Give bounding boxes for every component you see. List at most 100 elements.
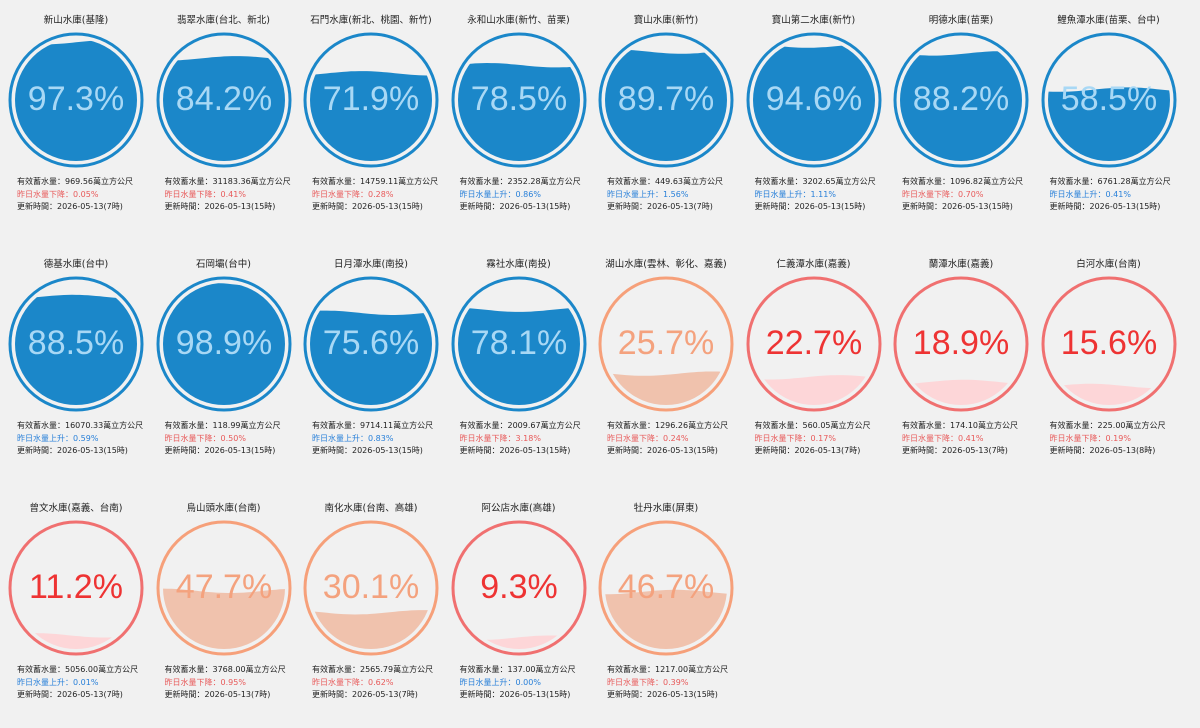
- reservoir-info: 有效蓄水量：449.63萬立方公尺 昨日水量上升：1.56% 更新時間：2026…: [607, 176, 737, 214]
- update-line: 更新時間：2026-05-13(7時): [17, 690, 123, 699]
- reservoir-card-15[interactable]: 白河水庫(台南) 15.6% 有效蓄水量：225.00萬立方公尺 昨日水量下降：…: [1035, 244, 1183, 484]
- percent-label: 98.9%: [175, 324, 271, 362]
- reservoir-card-14[interactable]: 蘭潭水庫(嘉義) 18.9% 有效蓄水量：174.10萬立方公尺 昨日水量下降：…: [887, 244, 1035, 484]
- gauge-ring: [598, 32, 734, 168]
- reservoir-card-16[interactable]: 曾文水庫(嘉義、台南) 11.2% 有效蓄水量：5056.00萬立方公尺 昨日水…: [2, 488, 150, 728]
- reservoir-info: 有效蓄水量：174.10萬立方公尺 昨日水量下降：0.41% 更新時間：2026…: [902, 420, 1032, 458]
- reservoir-name: 寶山第二水庫(新竹): [771, 15, 856, 26]
- percent-label: 11.2%: [29, 568, 123, 606]
- capacity-line: 有效蓄水量：6761.28萬立方公尺: [1049, 177, 1171, 186]
- capacity-line: 有效蓄水量：1217.00萬立方公尺: [607, 665, 729, 674]
- update-line: 更新時間：2026-05-13(15時): [1049, 202, 1161, 211]
- change-line: 昨日水量下降：0.95%: [164, 677, 246, 687]
- water-fill: [310, 71, 432, 161]
- reservoir-info: 有效蓄水量：1217.00萬立方公尺 昨日水量下降：0.39% 更新時間：202…: [607, 664, 737, 702]
- change-line: 昨日水量下降：0.70%: [902, 189, 984, 199]
- reservoir-card-11[interactable]: 霧社水庫(南投) 78.1% 有效蓄水量：2009.67萬立方公尺 昨日水量下降…: [445, 244, 593, 484]
- gauge-ring: [303, 276, 439, 412]
- update-line: 更新時間：2026-05-13(7時): [902, 446, 1008, 455]
- reservoir-info: 有效蓄水量：560.05萬立方公尺 昨日水量下降：0.17% 更新時間：2026…: [755, 420, 885, 458]
- capacity-line: 有效蓄水量：174.10萬立方公尺: [902, 421, 1018, 430]
- reservoir-card-7[interactable]: 鯉魚潭水庫(苗栗、台中) 58.5% 有效蓄水量：6761.28萬立方公尺 昨日…: [1035, 0, 1183, 240]
- percent-label: 18.9%: [913, 324, 1009, 362]
- change-line: 昨日水量下降：0.17%: [754, 433, 836, 443]
- update-line: 更新時間：2026-05-13(7時): [607, 202, 713, 211]
- capacity-line: 有效蓄水量：9714.11萬立方公尺: [312, 421, 434, 430]
- water-level-gauge: 78.5%: [451, 32, 586, 168]
- water-level-gauge: 98.9%: [156, 276, 291, 412]
- water-level-gauge: 89.7%: [598, 32, 734, 168]
- change-line: 昨日水量下降：0.41%: [164, 189, 246, 199]
- reservoir-card-2[interactable]: 石門水庫(新北、桃園、新竹) 71.9% 有效蓄水量：14759.11萬立方公尺…: [297, 0, 445, 240]
- reservoir-card-1[interactable]: 翡翠水庫(台北、新北) 84.2% 有效蓄水量：31183.36萬立方公尺 昨日…: [150, 0, 298, 240]
- reservoir-card-19[interactable]: 阿公店水庫(高雄) 9.3% 有效蓄水量：137.00萬立方公尺 昨日水量上升：…: [445, 488, 593, 728]
- update-line: 更新時間：2026-05-13(15時): [164, 202, 276, 211]
- gauge-ring: [451, 276, 586, 412]
- reservoir-card-18[interactable]: 南化水庫(台南、高雄) 30.1% 有效蓄水量：2565.79萬立方公尺 昨日水…: [297, 488, 445, 728]
- update-line: 更新時間：2026-05-13(15時): [459, 446, 571, 455]
- reservoir-card-13[interactable]: 仁義潭水庫(嘉義) 22.7% 有效蓄水量：560.05萬立方公尺 昨日水量下降…: [740, 244, 888, 484]
- water-fill: [752, 375, 875, 405]
- gauge-ring: [156, 32, 291, 168]
- capacity-line: 有效蓄水量：5056.00萬立方公尺: [17, 665, 139, 674]
- water-fill: [457, 63, 580, 161]
- percent-label: 47.7%: [175, 568, 271, 606]
- change-line: 昨日水量上升：0.86%: [459, 189, 541, 199]
- change-line: 昨日水量下降：0.24%: [607, 433, 689, 443]
- reservoir-info: 有效蓄水量：14759.11萬立方公尺 昨日水量下降：0.28% 更新時間：20…: [312, 176, 442, 214]
- reservoir-name: 蘭潭水庫(嘉義): [928, 259, 994, 270]
- reservoir-card-10[interactable]: 日月潭水庫(南投) 75.6% 有效蓄水量：9714.11萬立方公尺 昨日水量上…: [297, 244, 445, 484]
- reservoir-name: 牡丹水庫(屏東): [633, 503, 699, 514]
- gauge-ring: [451, 32, 586, 168]
- reservoir-info: 有效蓄水量：969.56萬立方公尺 昨日水量下降：0.05% 更新時間：2026…: [17, 176, 147, 214]
- capacity-line: 有效蓄水量：969.56萬立方公尺: [17, 177, 133, 186]
- reservoir-card-12[interactable]: 湖山水庫(雲林、彰化、嘉義) 25.7% 有效蓄水量：1296.26萬立方公尺 …: [592, 244, 740, 484]
- percent-label: 88.5%: [28, 324, 124, 362]
- reservoir-card-4[interactable]: 寶山水庫(新竹) 89.7% 有效蓄水量：449.63萬立方公尺 昨日水量上升：…: [592, 0, 740, 240]
- reservoir-card-20[interactable]: 牡丹水庫(屏東) 46.7% 有效蓄水量：1217.00萬立方公尺 昨日水量下降…: [592, 488, 740, 728]
- water-fill: [15, 294, 137, 405]
- reservoir-info: 有效蓄水量：2009.67萬立方公尺 昨日水量下降：3.18% 更新時間：202…: [460, 420, 590, 458]
- update-line: 更新時間：2026-05-13(7時): [17, 202, 123, 211]
- water-level-gauge: 84.2%: [156, 32, 291, 168]
- gauge-ring: [746, 276, 881, 412]
- reservoir-name: 南化水庫(台南、高雄): [324, 503, 418, 514]
- reservoir-card-9[interactable]: 石岡壩(台中) 98.9% 有效蓄水量：118.99萬立方公尺 昨日水量下降：0…: [150, 244, 298, 484]
- water-fill: [15, 40, 137, 161]
- reservoir-card-5[interactable]: 寶山第二水庫(新竹) 94.6% 有效蓄水量：3202.65萬立方公尺 昨日水量…: [740, 0, 888, 240]
- reservoir-card-6[interactable]: 明德水庫(苗栗) 88.2% 有效蓄水量：1096.82萬立方公尺 昨日水量下降…: [887, 0, 1035, 240]
- reservoir-name: 石門水庫(新北、桃園、新竹): [310, 15, 432, 26]
- reservoir-name: 湖山水庫(雲林、彰化、嘉義): [605, 259, 727, 270]
- percent-label: 25.7%: [618, 324, 714, 362]
- reservoir-name: 霧社水庫(南投): [486, 259, 551, 270]
- change-line: 昨日水量下降：0.62%: [312, 677, 394, 687]
- water-level-gauge: 78.1%: [451, 276, 586, 412]
- change-line: 昨日水量上升：0.00%: [459, 677, 541, 687]
- reservoir-card-3[interactable]: 永和山水庫(新竹、苗栗) 78.5% 有效蓄水量：2352.28萬立方公尺 昨日…: [445, 0, 593, 240]
- reservoir-name: 石岡壩(台中): [196, 259, 251, 270]
- percent-label: 84.2%: [175, 80, 271, 118]
- water-level-gauge: 88.5%: [8, 276, 144, 412]
- reservoir-card-0[interactable]: 新山水庫(基隆) 97.3% 有效蓄水量：969.56萬立方公尺 昨日水量下降：…: [2, 0, 150, 240]
- capacity-line: 有效蓄水量：1096.82萬立方公尺: [902, 177, 1024, 186]
- water-level-gauge: 18.9%: [893, 276, 1029, 412]
- percent-label: 75.6%: [323, 324, 419, 362]
- reservoir-info: 有效蓄水量：2565.79萬立方公尺 昨日水量下降：0.62% 更新時間：202…: [312, 664, 442, 702]
- reservoir-card-8[interactable]: 德基水庫(台中) 88.5% 有效蓄水量：16070.33萬立方公尺 昨日水量上…: [2, 244, 150, 484]
- gauge-ring: [303, 520, 439, 656]
- change-line: 昨日水量上升：1.56%: [607, 189, 689, 199]
- update-line: 更新時間：2026-05-13(15時): [17, 446, 128, 455]
- reservoir-name: 寶山水庫(新竹): [633, 15, 699, 26]
- water-level-gauge: 75.6%: [303, 276, 439, 412]
- reservoir-name: 永和山水庫(新竹、苗栗): [467, 15, 570, 26]
- capacity-line: 有效蓄水量：2009.67萬立方公尺: [459, 421, 581, 430]
- reservoir-card-17[interactable]: 烏山頭水庫(台南) 47.7% 有效蓄水量：3768.00萬立方公尺 昨日水量下…: [150, 488, 298, 728]
- gauge-ring: [893, 276, 1029, 412]
- percent-label: 78.5%: [470, 80, 566, 118]
- water-fill: [162, 283, 285, 405]
- change-line: 昨日水量下降：0.19%: [1049, 433, 1131, 443]
- capacity-line: 有效蓄水量：16070.33萬立方公尺: [17, 421, 144, 430]
- water-fill: [900, 379, 1022, 405]
- reservoir-name: 阿公店水庫(高雄): [481, 503, 556, 514]
- gauge-ring: [893, 32, 1029, 168]
